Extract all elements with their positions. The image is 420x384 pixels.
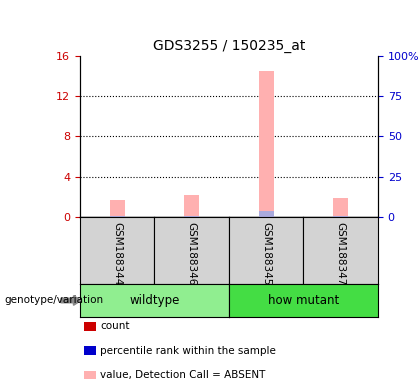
Text: count: count	[100, 321, 129, 331]
Text: GSM188344: GSM188344	[112, 222, 122, 286]
Text: how mutant: how mutant	[268, 294, 339, 307]
Text: GSM188346: GSM188346	[186, 222, 197, 286]
Text: GSM188345: GSM188345	[261, 222, 271, 286]
Bar	[110, 200, 125, 217]
Bar	[184, 195, 199, 217]
Text: GSM188347: GSM188347	[336, 222, 346, 286]
Bar	[259, 71, 274, 217]
Title: GDS3255 / 150235_at: GDS3255 / 150235_at	[153, 39, 305, 53]
Bar	[333, 198, 348, 217]
Text: genotype/variation: genotype/variation	[4, 295, 103, 306]
Text: value, Detection Call = ABSENT: value, Detection Call = ABSENT	[100, 370, 265, 380]
Bar	[259, 211, 274, 217]
Text: percentile rank within the sample: percentile rank within the sample	[100, 346, 276, 356]
Text: wildtype: wildtype	[129, 294, 179, 307]
Bar	[110, 216, 125, 217]
Bar	[333, 216, 348, 217]
Bar	[184, 216, 199, 217]
